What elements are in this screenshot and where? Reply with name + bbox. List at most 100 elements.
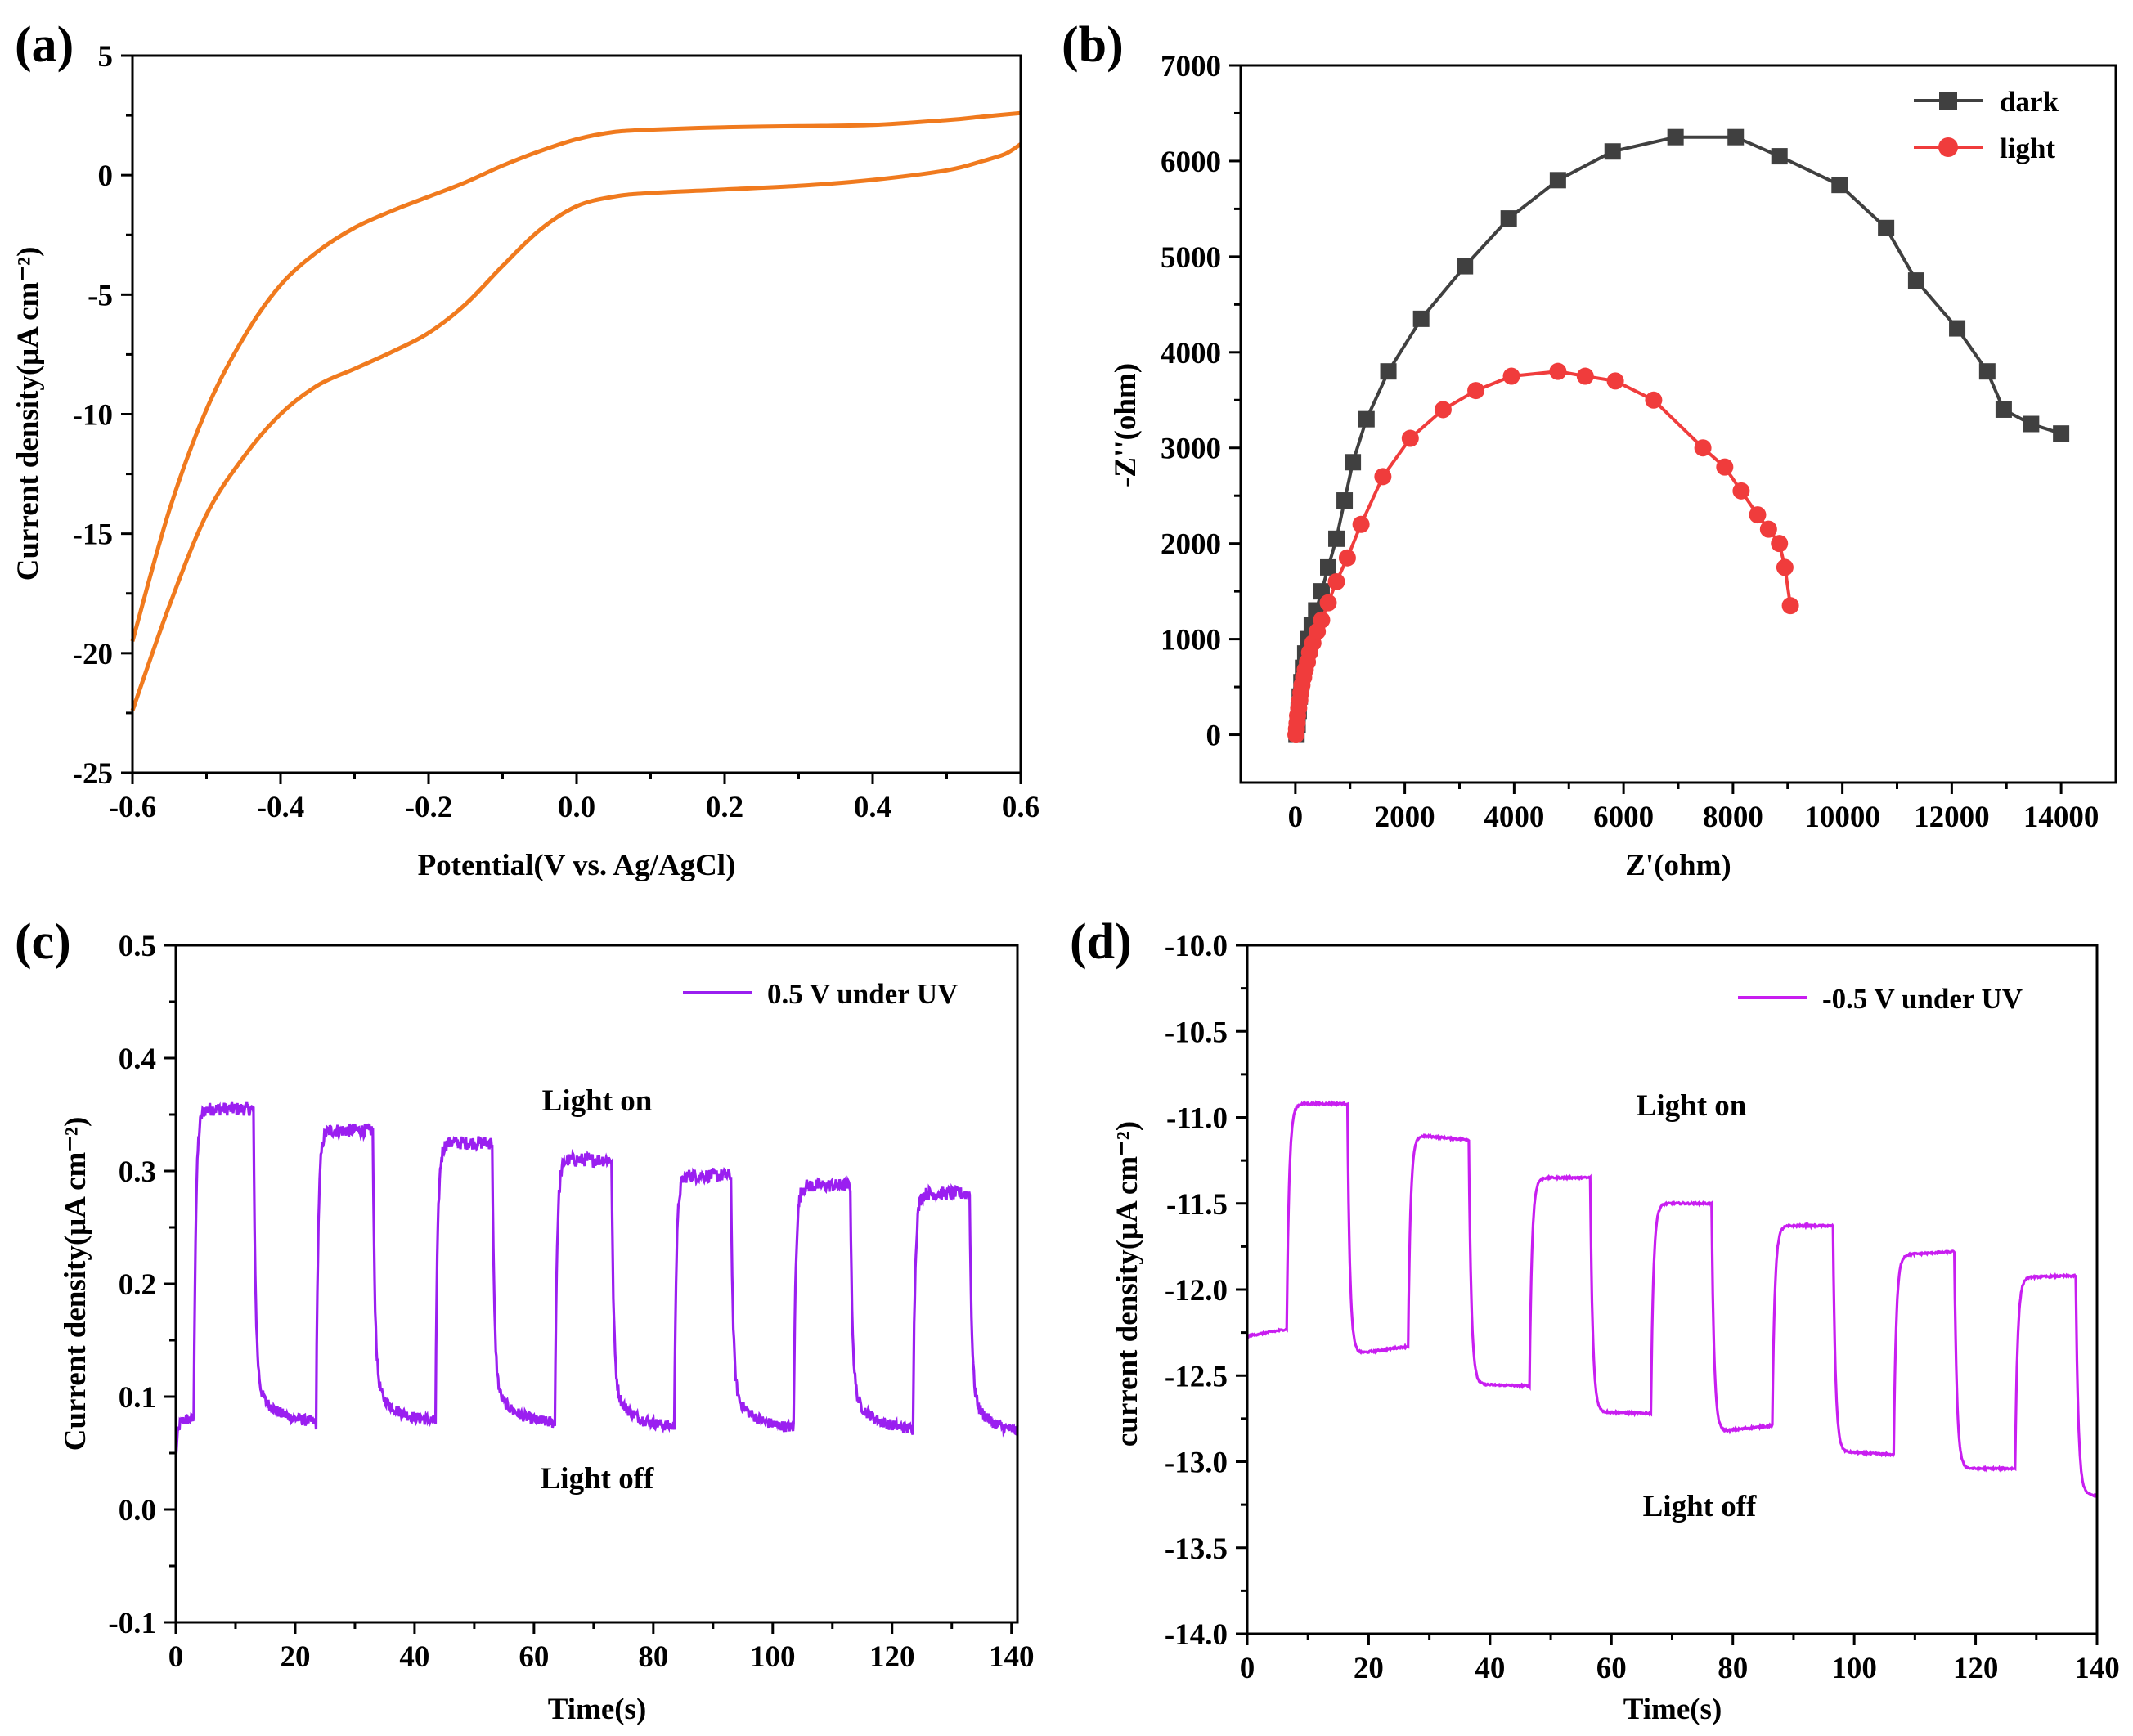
panel-c-frame (174, 944, 1019, 1624)
panel-b-x-axis-label: Z'(ohm) (1625, 849, 1731, 882)
dark-data-point (1549, 172, 1566, 189)
panel-a-x-ticks: -0.6 -0.4 -0.2 0.0 0.2 0.4 0.6 (109, 773, 1040, 824)
dark-data-point (1978, 363, 1996, 380)
dark-data-point (1667, 128, 1684, 146)
y-tick-label: 7000 (1161, 50, 1221, 83)
photocurrent-trace (1246, 1100, 2098, 1498)
light-data-point (1749, 506, 1767, 524)
panel-b-x-ticks: 0 2000 4000 6000 8000 10000 12000 14000 (1288, 783, 2099, 834)
light-data-point (1319, 594, 1337, 612)
light-data-point (1434, 401, 1452, 419)
panel-d-legend-label: -0.5 V under UV (1822, 983, 2023, 1015)
y-tick-label: -10.0 (1165, 930, 1228, 963)
y-tick-label: 5000 (1161, 241, 1221, 275)
x-tick-label: 0.0 (558, 791, 595, 824)
x-tick-label: 100 (1831, 1652, 1877, 1685)
panel-a-cv-chart: (a) -0.6 -0.4 -0.2 0.0 0.2 0.4 0.6 5 0 -5 -10 -15 -… (11, 17, 1040, 882)
light-data-point (1338, 549, 1356, 567)
panel-b-legend: dark light (1914, 86, 2059, 164)
light-data-point (1313, 611, 1331, 629)
legend-dark-marker (1939, 92, 1957, 110)
x-tick-label: 60 (1596, 1652, 1627, 1685)
dark-data-point (1604, 143, 1621, 160)
x-tick-label: 40 (399, 1640, 429, 1674)
y-tick-label: 0.0 (119, 1494, 156, 1527)
legend-dark-label: dark (2000, 86, 2059, 118)
dark-data-point (1328, 530, 1345, 547)
x-tick-label: 0.4 (854, 791, 891, 824)
y-tick-label: -11.0 (1166, 1102, 1228, 1136)
panel-b-eis-chart: (b) 0 2000 4000 6000 8000 10000 12000 14000 0 10… (1062, 17, 2117, 882)
dark-data-point (1412, 310, 1430, 327)
y-tick-label: 6000 (1161, 146, 1221, 179)
y-tick-label: 0 (1206, 720, 1222, 753)
x-tick-label: 8000 (1703, 801, 1763, 834)
y-tick-label: 0.5 (119, 930, 156, 963)
panel-c-y-ticks: 0.5 0.4 0.3 0.2 0.1 0.0 -0.1 (108, 930, 176, 1640)
light-data-point (1645, 391, 1663, 409)
y-tick-label: -13.0 (1165, 1447, 1228, 1480)
panel-a-x-axis-label: Potential(V vs. Ag/AgCl) (418, 849, 736, 882)
y-tick-label: -10.5 (1165, 1016, 1228, 1049)
y-tick-label: -15 (73, 518, 113, 552)
dark-data-point (1771, 148, 1788, 165)
panel-d-letter: (d) (1070, 914, 1132, 970)
panel-c-photocurrent-chart: (c) 0 20 40 60 80 100 120 140 0.50.40.30.20.10.… (15, 914, 1034, 1726)
light-data-point (1606, 372, 1624, 390)
dark-data-point (2023, 415, 2040, 433)
dark-data-point (2053, 425, 2070, 442)
y-tick-label: -11.5 (1166, 1188, 1228, 1222)
y-tick-label: 2000 (1161, 528, 1221, 562)
panel-d-photocurrent-chart: (d) 0 20 40 60 80 100 120 140 -10.0-10.5-11.0-1… (1070, 914, 2120, 1726)
dark-data-point (1358, 410, 1375, 428)
x-tick-label: 60 (519, 1640, 549, 1674)
cv-curve-forward (130, 110, 1022, 642)
light-data-point (1401, 429, 1419, 447)
x-tick-label: -0.4 (257, 791, 305, 824)
panel-d-frame (1246, 944, 2099, 1635)
y-tick-label: 0.1 (119, 1381, 156, 1415)
dark-data-point (1878, 219, 1895, 236)
x-tick-label: 20 (1354, 1652, 1384, 1685)
y-tick-label: -12.5 (1165, 1360, 1228, 1393)
light-data-point (1759, 520, 1777, 538)
panel-a-y-ticks: 5 0 -5 -10 -15 -20 -25 (73, 40, 132, 791)
x-tick-label: 80 (1718, 1652, 1748, 1685)
y-tick-label: 5 (98, 40, 114, 74)
x-tick-label: 10000 (1804, 801, 1880, 834)
y-tick-label: -14.0 (1165, 1618, 1228, 1652)
dark-data-point (1345, 454, 1362, 471)
panel-a-plot-area (130, 110, 1022, 711)
panel-d-plot-area (1246, 1100, 2098, 1498)
light-data-point (1467, 382, 1485, 400)
y-tick-label: -12.0 (1165, 1274, 1228, 1308)
x-tick-label: 120 (1953, 1652, 1999, 1685)
x-tick-label: 2000 (1375, 801, 1435, 834)
panel-d-legend: -0.5 V under UV (1738, 983, 2023, 1015)
panel-d-y-ticks: -10.0 -10.5 -11.0 -11.5 -12.0 -12.5 -13.0 -13.5… (1165, 930, 1247, 1652)
dark-data-point (1949, 320, 1966, 337)
x-tick-label: 4000 (1484, 801, 1544, 834)
x-tick-label: 12000 (1914, 801, 1990, 834)
y-tick-label: 0.4 (119, 1043, 156, 1076)
y-tick-label: 0.2 (119, 1268, 156, 1302)
light-data-point (1732, 482, 1750, 500)
x-tick-label: 20 (280, 1640, 310, 1674)
x-tick-label: 14000 (2023, 801, 2099, 834)
y-tick-label: -5 (88, 279, 113, 312)
panel-c-x-axis-label: Time(s) (548, 1693, 647, 1726)
light-data-point (1771, 535, 1789, 553)
y-tick-label: 3000 (1161, 433, 1221, 466)
y-tick-label: -10 (73, 399, 113, 433)
legend-light-marker (1938, 137, 1958, 157)
panel-c-letter: (c) (15, 914, 71, 970)
panel-b-y-axis-label: -Z''(ohm) (1109, 363, 1143, 487)
panel-b-plot-area (1287, 128, 2070, 744)
dark-data-point (1320, 558, 1336, 576)
panel-d-light-off-label: Light off (1643, 1490, 1757, 1523)
x-tick-label: 0.2 (706, 791, 743, 824)
panel-d-y-axis-label: current density(μA cm⁻²) (1111, 1121, 1144, 1447)
x-tick-label: 0.6 (1002, 791, 1040, 824)
panel-c-light-on-label: Light on (542, 1084, 653, 1118)
